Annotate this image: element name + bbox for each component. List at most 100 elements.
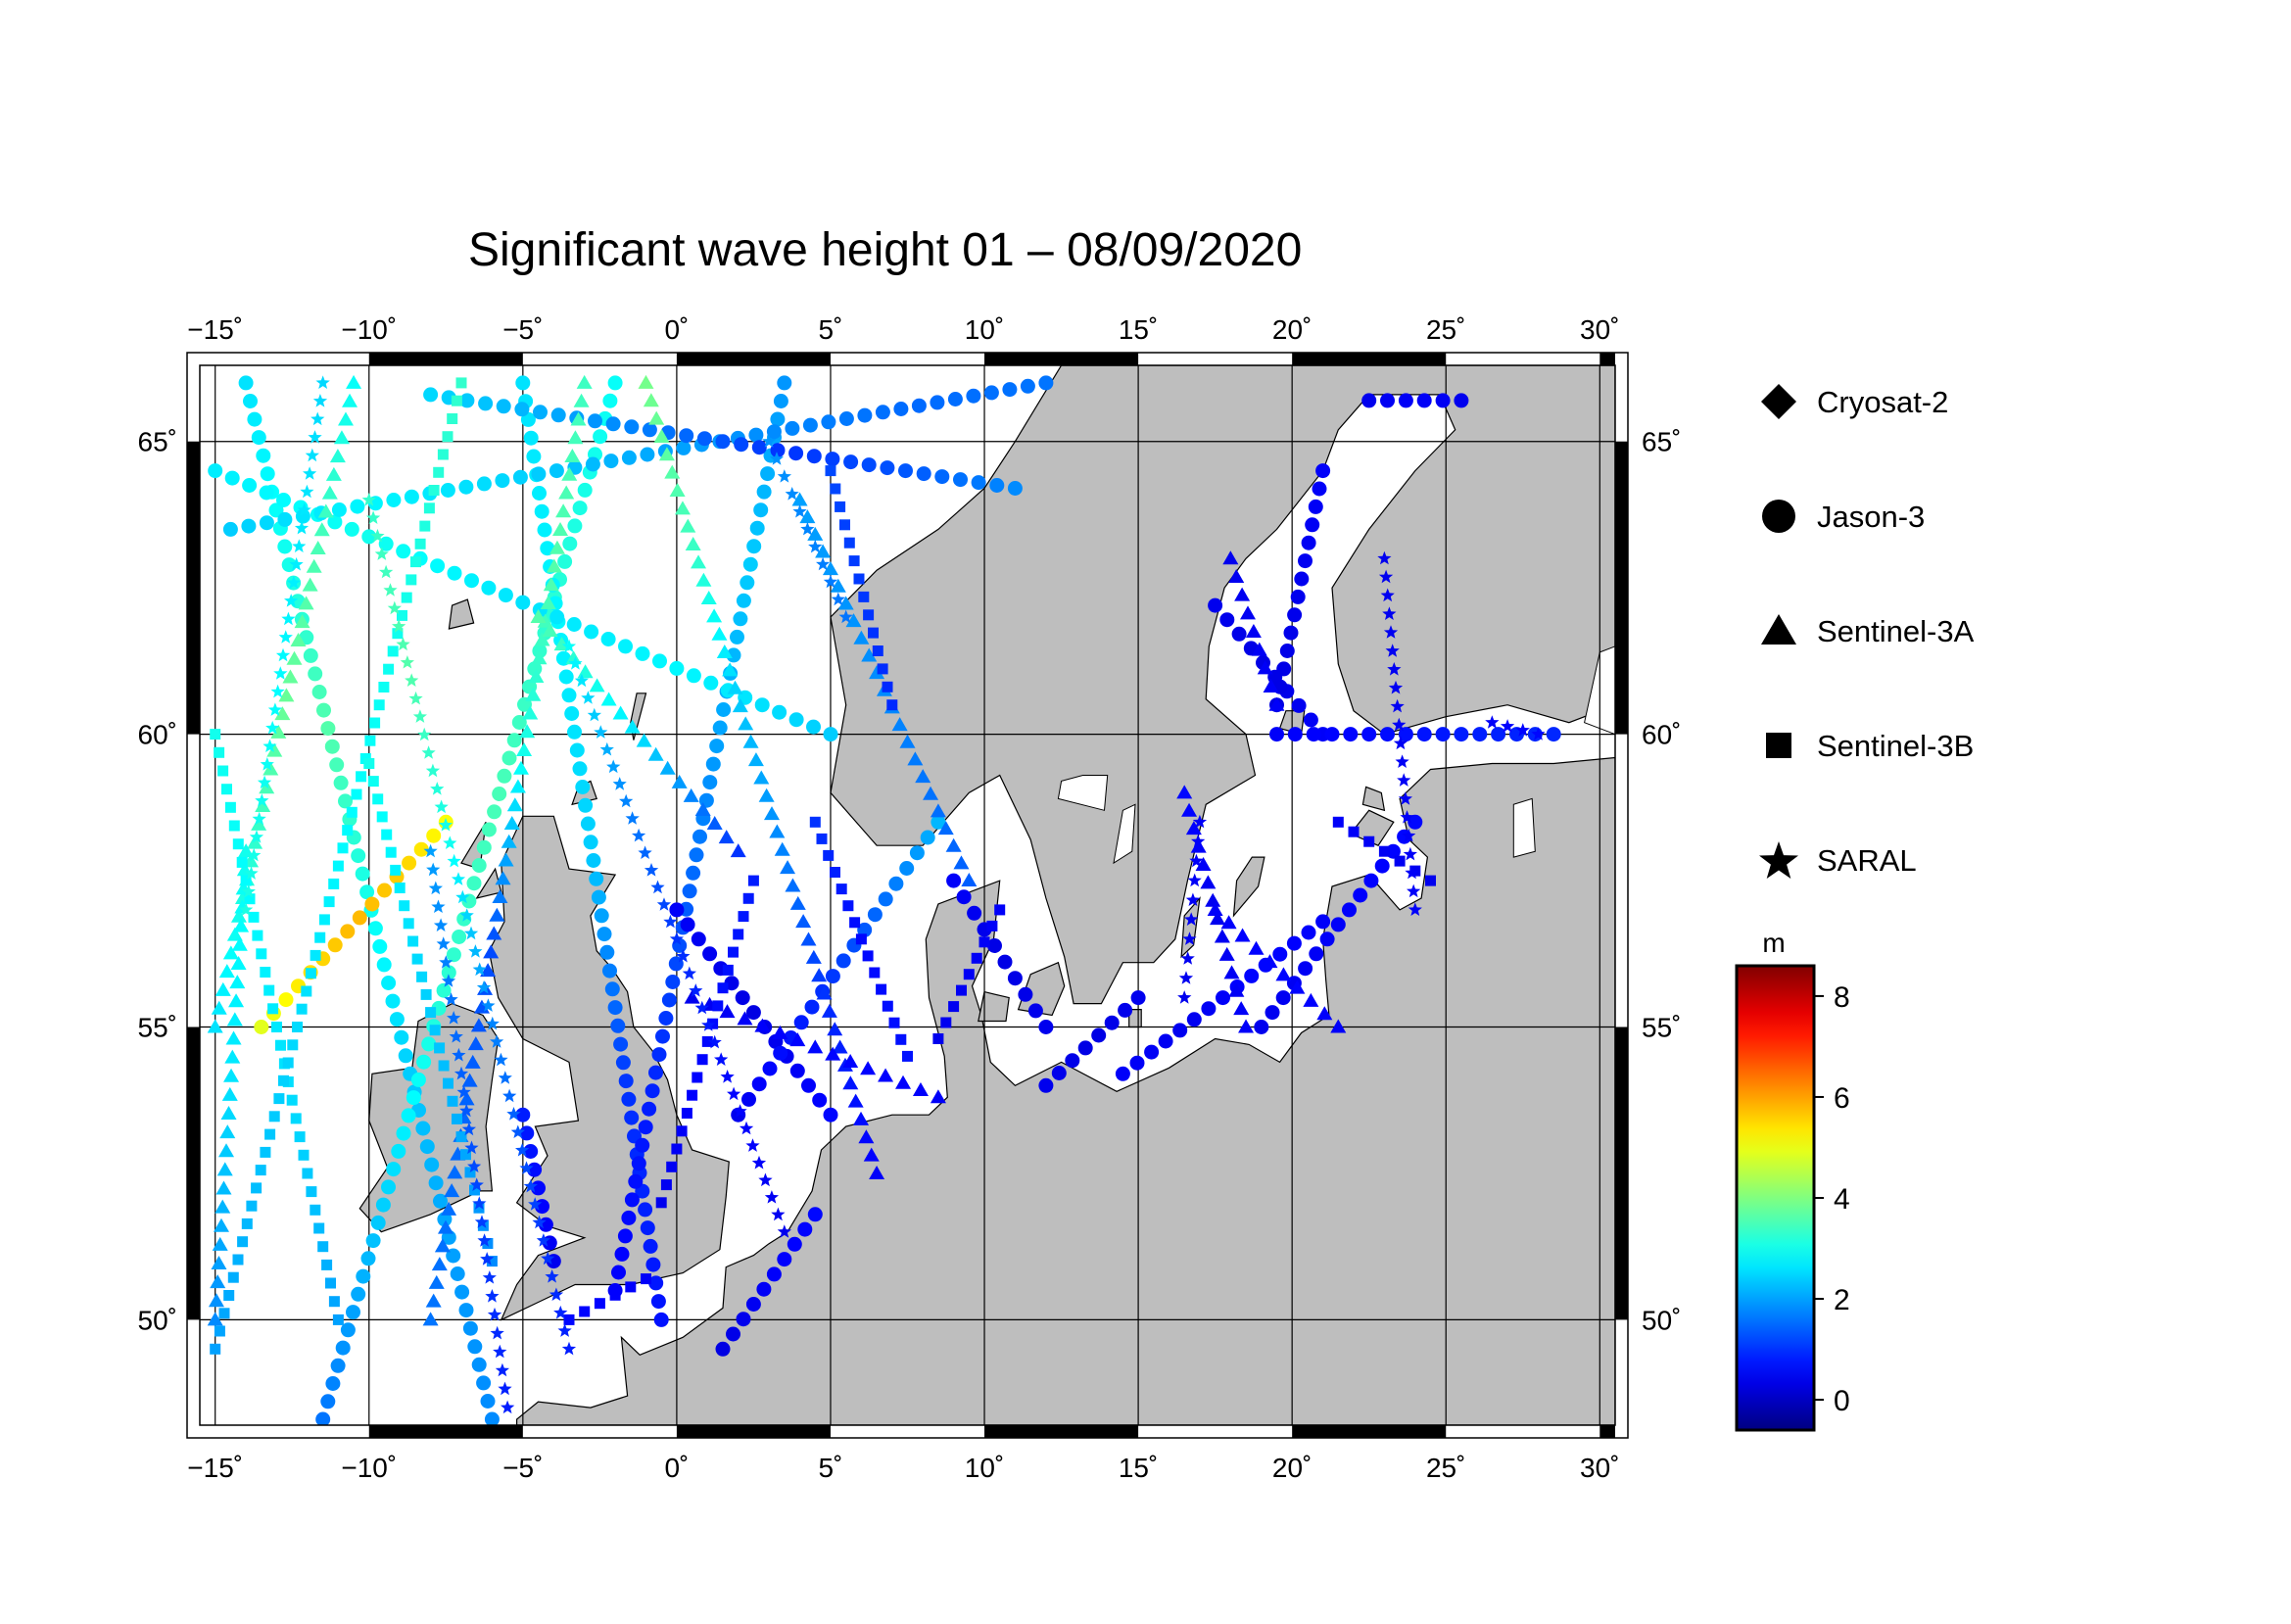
- data-point: [576, 374, 593, 389]
- data-point: [1038, 1077, 1054, 1093]
- data-point: [470, 1018, 487, 1032]
- data-point: [1223, 965, 1240, 979]
- data-point: [256, 448, 271, 463]
- data-point: [381, 829, 393, 840]
- lon-tick-label-top: 15˚: [1119, 314, 1158, 345]
- frame-segment: [368, 1425, 523, 1438]
- data-point: [825, 465, 836, 477]
- data-point: [434, 1238, 451, 1253]
- data-point: [263, 984, 275, 996]
- data-point: [1210, 911, 1226, 926]
- data-point: [1192, 814, 1208, 829]
- colorbar-tick-label: 2: [1834, 1284, 1850, 1316]
- data-point: [853, 630, 870, 645]
- data-point: [260, 967, 271, 978]
- data-point: [436, 982, 452, 998]
- data-point: [692, 1072, 703, 1083]
- data-point: [367, 776, 379, 788]
- frame-segment: [984, 1425, 1139, 1438]
- data-point: [641, 1273, 651, 1285]
- data-point: [1118, 1002, 1133, 1018]
- data-point: [361, 529, 377, 545]
- data-point: [430, 558, 446, 574]
- data-point: [240, 875, 252, 886]
- data-point: [751, 1155, 767, 1170]
- data-point: [481, 580, 497, 596]
- data-point: [450, 1266, 465, 1281]
- data-point: [270, 684, 285, 698]
- data-point: [289, 557, 304, 571]
- data-point: [711, 626, 728, 641]
- data-point: [1177, 990, 1192, 1004]
- data-point: [312, 394, 328, 407]
- lon-tick-label-bottom: 5˚: [819, 1453, 843, 1483]
- data-point: [1176, 785, 1193, 799]
- data-point: [760, 466, 776, 482]
- data-point: [1234, 928, 1251, 942]
- data-point: [270, 724, 287, 739]
- data-point: [756, 1281, 772, 1297]
- data-point: [558, 669, 574, 685]
- data-point: [320, 721, 336, 737]
- data-point: [631, 1156, 646, 1171]
- data-point: [225, 1030, 242, 1045]
- frame-segment: [187, 1027, 200, 1320]
- data-point: [1172, 1023, 1188, 1038]
- data-point: [715, 1341, 731, 1357]
- data-point: [455, 377, 467, 389]
- data-point: [740, 575, 755, 591]
- data-point: [1315, 914, 1331, 930]
- data-point: [458, 479, 474, 495]
- data-point: [1185, 892, 1201, 906]
- data-point: [1303, 992, 1319, 1007]
- frame-segment: [1292, 353, 1447, 365]
- data-point: [686, 865, 701, 881]
- data-point: [1363, 836, 1375, 847]
- data-point: [412, 709, 427, 723]
- data-point: [498, 1071, 512, 1084]
- data-point: [720, 1070, 735, 1083]
- data-point: [749, 520, 765, 536]
- data-point: [330, 1358, 346, 1373]
- data-point: [802, 417, 818, 433]
- data-point: [422, 1312, 439, 1326]
- data-point: [893, 402, 909, 416]
- data-point: [930, 803, 946, 818]
- data-point: [842, 900, 854, 912]
- vattern-lake: [1113, 803, 1136, 865]
- data-point: [785, 487, 799, 501]
- data-point: [523, 430, 539, 446]
- data-point: [1343, 727, 1359, 742]
- oland-land: [1180, 896, 1201, 959]
- data-point: [644, 863, 659, 877]
- data-point: [506, 797, 523, 812]
- data-point: [466, 876, 482, 891]
- data-point: [594, 725, 608, 739]
- data-point: [953, 472, 968, 488]
- data-point: [471, 1357, 487, 1372]
- data-point: [602, 963, 617, 979]
- data-point: [1263, 679, 1279, 693]
- data-point: [1289, 979, 1306, 994]
- series-saral: [239, 375, 1546, 1414]
- data-point: [428, 1175, 444, 1191]
- data-point: [653, 428, 670, 443]
- data-point: [1515, 723, 1530, 737]
- data-point: [1472, 727, 1488, 742]
- data-point: [313, 1222, 325, 1234]
- data-point: [1251, 642, 1267, 656]
- data-point: [224, 1049, 241, 1064]
- data-point: [658, 1011, 674, 1026]
- data-point: [442, 431, 453, 443]
- data-point: [1027, 1003, 1043, 1019]
- data-point: [741, 1091, 756, 1107]
- data-point: [701, 1018, 716, 1031]
- data-point: [753, 770, 770, 785]
- data-point: [391, 1143, 406, 1159]
- data-point: [469, 1177, 484, 1191]
- data-point: [249, 830, 264, 843]
- data-point: [469, 1184, 480, 1196]
- data-point: [534, 632, 550, 646]
- data-point: [689, 847, 704, 863]
